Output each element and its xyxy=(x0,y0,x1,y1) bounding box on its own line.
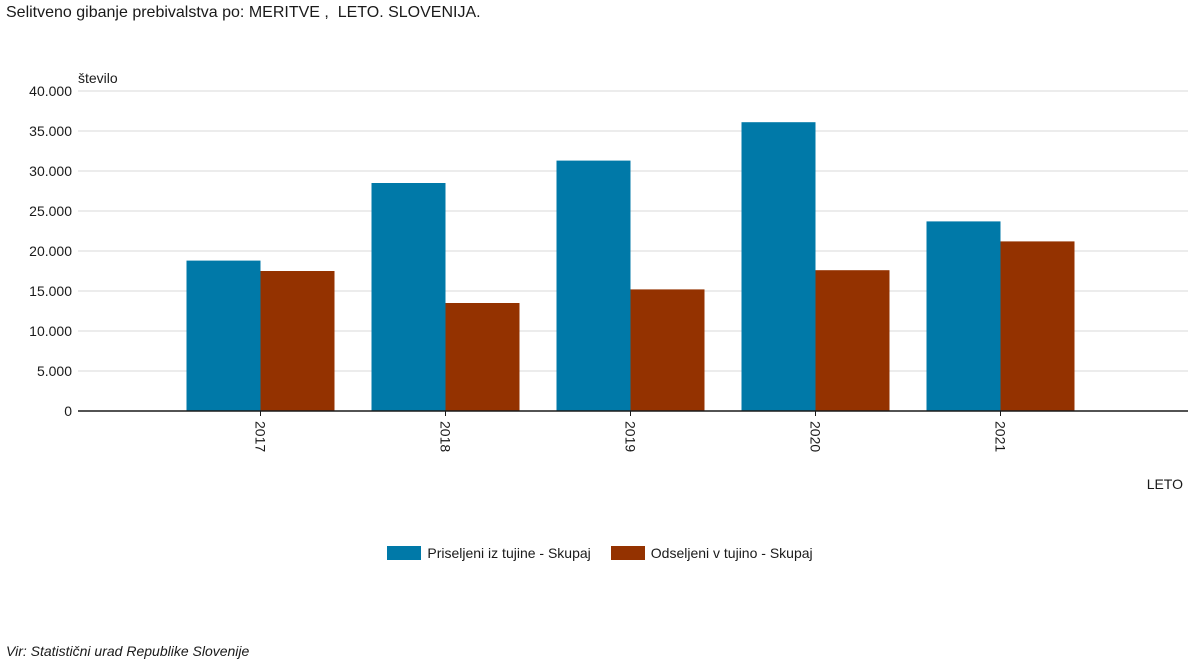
y-tick-label: 30.000 xyxy=(29,163,72,179)
bar-emigrants-2017[interactable] xyxy=(260,271,335,411)
bar-immigrants-2018[interactable] xyxy=(371,183,446,411)
y-tick-label: 0 xyxy=(64,403,72,419)
bar-emigrants-2020[interactable] xyxy=(815,270,890,411)
x-tick-label: 2020 xyxy=(808,421,824,452)
bar-emigrants-2021[interactable] xyxy=(1000,241,1075,411)
legend-label-emigrants: Odseljeni v tujino - Skupaj xyxy=(650,545,813,561)
bar-emigrants-2018[interactable] xyxy=(445,303,520,411)
y-axis-ticks: 0 5.000 10.000 15.000 20.000 25.000 30.000 35.0… xyxy=(29,83,72,419)
bar-immigrants-2019[interactable] xyxy=(556,160,631,411)
y-tick-label: 10.000 xyxy=(29,323,72,339)
x-axis-title: LETO xyxy=(1147,476,1183,492)
y-axis-title: število xyxy=(78,70,118,86)
legend-item-emigrants[interactable]: Odseljeni v tujino - Skupaj xyxy=(610,545,813,561)
y-tick-label: 35.000 xyxy=(29,123,72,139)
x-tick-label: 2017 xyxy=(253,421,269,452)
y-tick-label: 25.000 xyxy=(29,203,72,219)
legend: Priseljeni iz tujine - Skupaj Odseljeni … xyxy=(0,545,1200,561)
bar-immigrants-2020[interactable] xyxy=(741,122,816,411)
legend-item-immigrants[interactable]: Priseljeni iz tujine - Skupaj xyxy=(387,545,591,561)
x-tick-label: 2021 xyxy=(993,421,1009,452)
x-tick-label: 2019 xyxy=(623,421,639,452)
y-tick-label: 20.000 xyxy=(29,243,72,259)
y-tick-label: 40.000 xyxy=(29,83,72,99)
y-tick-label: 15.000 xyxy=(29,283,72,299)
x-tick-label: 2018 xyxy=(438,421,454,452)
bar-chart: 0 5.000 10.000 15.000 20.000 25.000 30.000 35.0… xyxy=(29,70,1188,492)
x-axis-ticks: 2017 2018 2019 2020 2021 xyxy=(253,411,1009,452)
bar-immigrants-2017[interactable] xyxy=(186,260,261,411)
chart-title: Selitveno gibanje prebivalstva po: MERIT… xyxy=(6,4,481,21)
source-note: Vir: Statistični urad Republike Slovenij… xyxy=(6,643,250,659)
legend-swatch-emigrants xyxy=(610,546,645,560)
bars xyxy=(186,122,1075,411)
bar-emigrants-2019[interactable] xyxy=(630,289,705,411)
y-tick-label: 5.000 xyxy=(37,363,72,379)
bar-immigrants-2021[interactable] xyxy=(926,221,1001,411)
legend-swatch-immigrants xyxy=(387,546,422,560)
legend-label-immigrants: Priseljeni iz tujine - Skupaj xyxy=(427,545,591,561)
